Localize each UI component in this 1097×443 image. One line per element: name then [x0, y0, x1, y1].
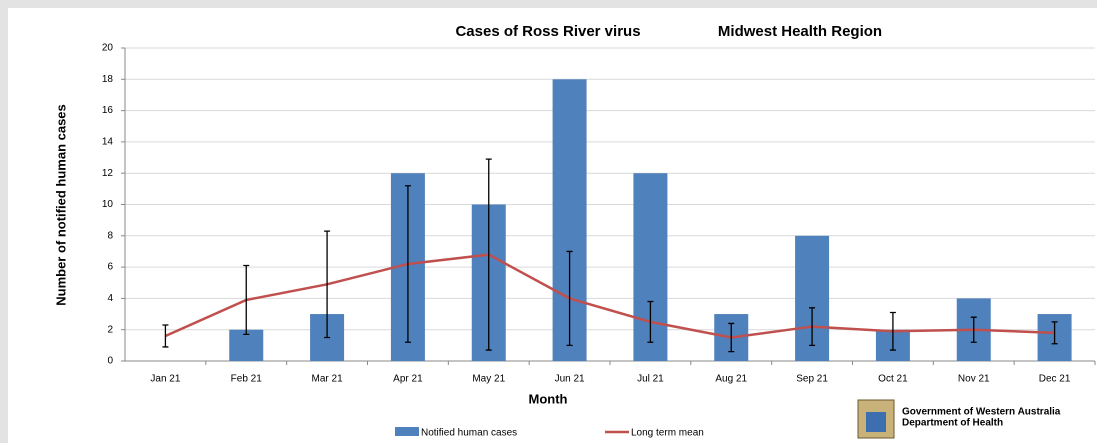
- x-tick-label: Jun 21: [555, 374, 585, 385]
- error-bar: [809, 307, 816, 346]
- y-tick-label: 10: [102, 199, 114, 210]
- error-bar: [324, 230, 331, 339]
- x-tick-label: Jul 21: [637, 374, 664, 385]
- error-bar: [243, 264, 250, 336]
- crest-shield: [866, 412, 886, 432]
- y-tick-label: 20: [102, 43, 114, 54]
- logo-line-2: Department of Health: [902, 418, 1003, 429]
- y-tick-label: 0: [107, 356, 113, 367]
- logo: Government of Western Australia Departme…: [857, 399, 1061, 439]
- x-tick-label: Jan 21: [150, 374, 180, 385]
- y-tick-label: 6: [107, 262, 113, 273]
- y-tick-label: 18: [102, 74, 114, 85]
- x-tick-label: May 21: [472, 374, 505, 385]
- error-bar: [647, 300, 654, 343]
- error-bar: [970, 316, 977, 343]
- error-bar: [162, 324, 169, 348]
- error-bar: [889, 311, 896, 351]
- x-tick-label: Nov 21: [958, 374, 990, 385]
- y-tick-label: 14: [102, 137, 114, 148]
- error-bar: [1051, 321, 1058, 345]
- x-tick-label: Dec 21: [1039, 374, 1071, 385]
- x-tick-label: Mar 21: [312, 374, 344, 385]
- legend-label: Notified human cases: [421, 428, 517, 439]
- chart-subtitle: Midwest Health Region: [718, 23, 882, 40]
- line: [164, 253, 1055, 339]
- chart-background: [8, 8, 1097, 443]
- x-tick-label: Oct 21: [878, 374, 908, 385]
- y-tick-label: 8: [107, 230, 113, 241]
- legend-swatch: [395, 427, 419, 436]
- error-bar: [404, 185, 411, 343]
- y-axis-title: Number of notified human cases: [53, 104, 68, 306]
- x-tick-label: Apr 21: [393, 374, 423, 385]
- x-tick-label: Sep 21: [796, 374, 828, 385]
- y-tick-label: 16: [102, 105, 114, 116]
- logo-line-1: Government of Western Australia: [902, 407, 1061, 418]
- error-bar: [485, 158, 492, 351]
- y-tick-label: 12: [102, 168, 114, 179]
- error-bar: [728, 322, 735, 353]
- x-axis-title: Month: [529, 391, 568, 406]
- chart-title: Cases of Ross River virus: [455, 23, 640, 40]
- legend-label: Long term mean: [631, 428, 704, 439]
- y-tick-label: 4: [107, 293, 113, 304]
- x-tick-label: Aug 21: [715, 374, 747, 385]
- y-tick-label: 2: [107, 324, 113, 335]
- error-bar: [566, 250, 573, 346]
- x-tick-label: Feb 21: [231, 374, 263, 385]
